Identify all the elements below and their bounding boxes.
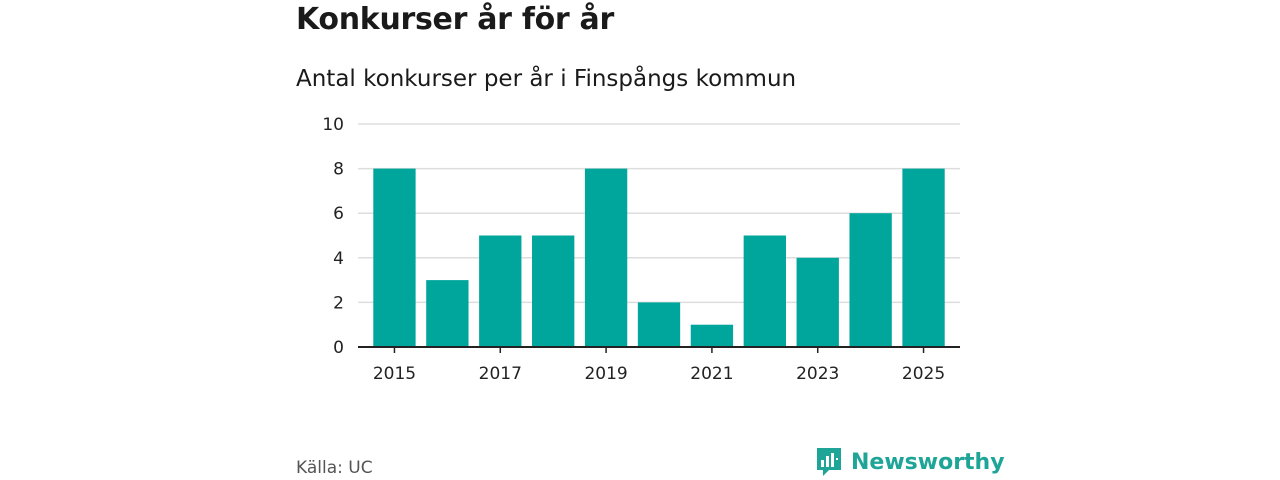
x-tick-label-2019: 2019	[584, 364, 627, 384]
bar-2023	[796, 257, 839, 347]
y-tick-label-4: 4	[333, 249, 344, 269]
chart-title: Konkurser år för år	[296, 2, 614, 37]
y-tick-label-2: 2	[333, 293, 344, 313]
x-tick-label-2023: 2023	[796, 364, 839, 384]
brand-logo: Newsworthy	[815, 446, 1005, 478]
bar-2021	[690, 324, 734, 347]
y-tick-label-0: 0	[333, 338, 344, 358]
y-tick-label-10: 10	[322, 115, 344, 135]
bar-2022	[743, 235, 786, 347]
x-tick-label-2017: 2017	[479, 364, 522, 384]
bar-2019	[584, 168, 628, 347]
bar-chart-speech-bubble-icon	[817, 448, 841, 476]
bar-2015	[373, 168, 416, 347]
x-tick-label-2015: 2015	[373, 364, 416, 384]
x-tick-label-2025: 2025	[902, 364, 945, 384]
source-text: Källa: UC	[296, 458, 373, 478]
bar-2020	[637, 302, 681, 347]
y-tick-label-6: 6	[333, 204, 344, 224]
bar-chart: 0 2 4 6 8 10 2015 2017 2019 2021 2023 2025	[322, 115, 960, 384]
bar-2025	[902, 168, 945, 347]
chart-subtitle: Antal konkurser per år i Finspångs kommu…	[296, 66, 797, 92]
x-tick-label-2021: 2021	[690, 364, 733, 384]
bar-2017	[479, 235, 522, 347]
y-tick-label-8: 8	[333, 160, 344, 180]
brand-name: Newsworthy	[851, 449, 1005, 475]
bar-2024	[849, 213, 892, 347]
bar-2016	[426, 280, 469, 347]
bar-2018	[532, 235, 575, 347]
